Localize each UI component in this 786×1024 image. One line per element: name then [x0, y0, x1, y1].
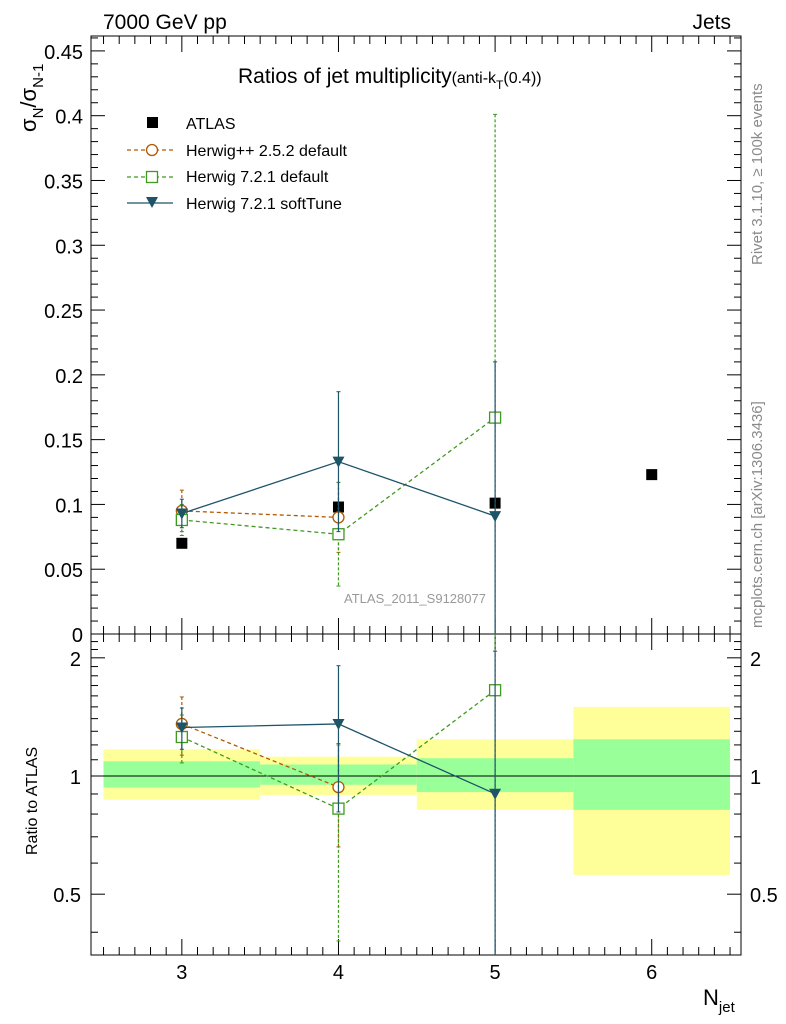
- x-axis-n: N: [703, 985, 719, 1010]
- herwig-2-5-2-default-ratio-line: [181, 723, 339, 788]
- herwig-7-2-1-softtune-ratio-point: [332, 718, 345, 730]
- axes: 0 0.05 0.1 0.15 0.2 0.25 0.3 0.35 0.4 0.45 3 4 5 6 0.5…: [44, 35, 778, 984]
- ratio-y-axis-title: Ratio to ATLAS: [24, 747, 41, 855]
- atlas-data-point: [176, 537, 188, 549]
- legend-label-herwig7-softtune: Herwig 7.2.1 softTune: [186, 196, 342, 213]
- chart-title-suffix: (anti-k: [452, 70, 497, 87]
- herwig-7-2-1-softtune-point: [332, 456, 345, 468]
- chart-title: Ratios of jet multiplicity(anti-kT(0.4)): [238, 65, 542, 92]
- x-tick-label: 6: [646, 962, 657, 984]
- ratio-series: [175, 634, 502, 955]
- chart-title-sub: T: [496, 78, 504, 92]
- y-tick-label: 0.35: [44, 171, 83, 193]
- ratio-y-tick-label-left: 2: [70, 649, 81, 671]
- y-axis-slash: /σ: [16, 87, 41, 107]
- ratio-y-tick-label-right: 0.5: [750, 885, 778, 907]
- ratio-uncertainty-bands: [103, 706, 731, 875]
- legend-label-herwig7-default: Herwig 7.2.1 default: [186, 169, 329, 186]
- herwig-7-2-1-softtune-ratio-point: [175, 722, 188, 734]
- x-tick-label: 4: [333, 962, 344, 984]
- legend-marker-atlas: [147, 117, 158, 128]
- ratio-y-tick-label-left: 1: [70, 767, 81, 789]
- y-axis-sigma: σ: [16, 118, 41, 132]
- y-axis-sub-n1: N-1: [30, 64, 47, 88]
- legend: ATLAS Herwig++ 2.5.2 default Herwig 7.2.…: [127, 116, 348, 213]
- header-process: 7000 GeV pp: [103, 11, 227, 34]
- chart-title-main: Ratios of jet multiplicity: [238, 65, 452, 88]
- header-category: Jets: [692, 11, 731, 34]
- mcplots-label: mcplots.cern.ch [arXiv:1306.3436]: [749, 401, 766, 628]
- y-tick-label: 0.25: [44, 301, 83, 323]
- legend-marker-herwigpp: [145, 143, 159, 157]
- x-tick-label: 5: [490, 962, 501, 984]
- y-tick-label: 0.1: [55, 495, 83, 517]
- herwig-7-2-1-softtune-point: [175, 508, 188, 520]
- main-series: [175, 113, 658, 634]
- x-axis-title: Njet: [703, 985, 736, 1016]
- y-tick-label: 0.3: [55, 236, 83, 258]
- y-tick-label: 0.45: [44, 42, 83, 64]
- ratio-band-green-0: [103, 761, 261, 788]
- ratio-band-green-3: [573, 739, 731, 810]
- ratio-y-tick-label-right: 1: [750, 767, 761, 789]
- y-tick-label: 0.05: [44, 560, 83, 582]
- y-tick-label: 0.15: [44, 431, 83, 453]
- rivet-version-label: Rivet 3.1.10, ≥ 100k events: [749, 83, 766, 265]
- herwig-2-5-2-default-line: [181, 510, 339, 519]
- y-axis-title: σN/σN-1: [16, 64, 47, 132]
- legend-label-atlas: ATLAS: [186, 116, 236, 133]
- ratio-y-tick-label-right: 2: [750, 649, 761, 671]
- x-tick-label: 3: [176, 962, 187, 984]
- legend-marker-herwig7-softtune: [146, 197, 158, 208]
- y-tick-label: 0.2: [55, 366, 83, 388]
- herwig-7-2-1-default-ratio-line: [181, 689, 496, 810]
- herwig-7-2-1-softtune-point: [489, 511, 502, 523]
- y-tick-label: 0: [72, 625, 83, 647]
- chart-title-tail: (0.4)): [503, 70, 541, 87]
- legend-label-herwigpp: Herwig++ 2.5.2 default: [186, 143, 348, 160]
- analysis-watermark: ATLAS_2011_S9128077: [344, 591, 486, 606]
- y-tick-label: 0.4: [55, 107, 83, 129]
- ratio-y-tick-label-left: 0.5: [53, 885, 81, 907]
- herwig-7-2-1-softtune-ratio-point: [489, 788, 502, 800]
- ratio-frame: [90, 633, 742, 956]
- y-axis-sub-n: N: [30, 108, 47, 119]
- x-axis-sub-jet: jet: [718, 999, 736, 1016]
- legend-marker-herwig7-default: [145, 170, 159, 184]
- atlas-data-point: [646, 469, 658, 481]
